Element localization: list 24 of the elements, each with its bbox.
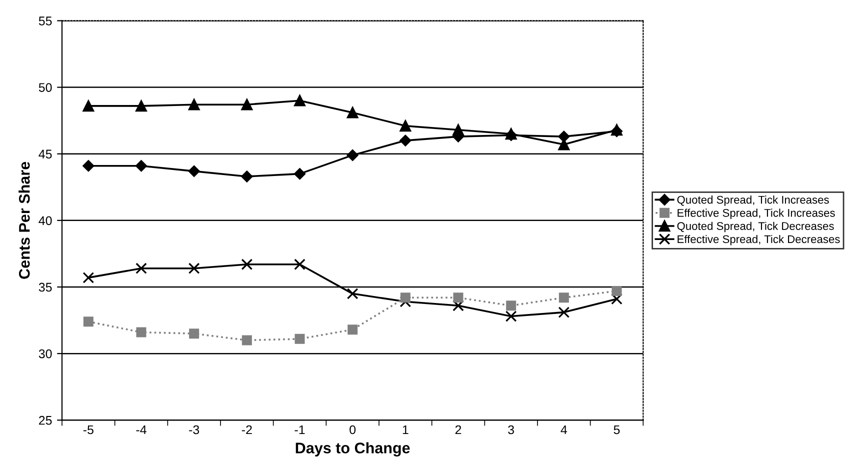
x-tick-label: 0 — [350, 425, 356, 434]
y-tick-label: 30 — [38, 349, 52, 358]
x-tick-label: 3 — [508, 425, 514, 434]
x-tick-label: 4 — [560, 425, 568, 434]
x-tick-label: 5 — [614, 425, 620, 434]
y-tick-label: 45 — [38, 150, 52, 159]
x-tick-label: 2 — [455, 425, 462, 434]
legend-label: Effective Spread, Tick Increases — [678, 208, 835, 220]
x-tick-label: 1 — [402, 425, 408, 434]
y-tick-label: 40 — [38, 216, 52, 226]
legend-label: Effective Spread, Tick Decreases — [678, 234, 840, 246]
x-axis-title: Days to Change — [296, 442, 410, 457]
y-tick-label: 35 — [38, 282, 52, 292]
legend-label: Quoted Spread, Tick Decreases — [677, 222, 834, 232]
x-tick-label: -5 — [83, 425, 94, 434]
x-tick-label: -1 — [294, 425, 305, 434]
x-tick-label: -4 — [136, 425, 146, 434]
y-tick-label: 25 — [38, 416, 52, 425]
x-tick-label: -2 — [242, 425, 252, 434]
y-tick-label: 55 — [38, 16, 52, 26]
y-axis-title: Cents Per Share — [18, 162, 30, 279]
y-tick-label: 50 — [38, 83, 52, 92]
legend-label: Quoted Spread, Tick Increases — [677, 196, 829, 206]
x-tick-label: -3 — [189, 425, 200, 434]
